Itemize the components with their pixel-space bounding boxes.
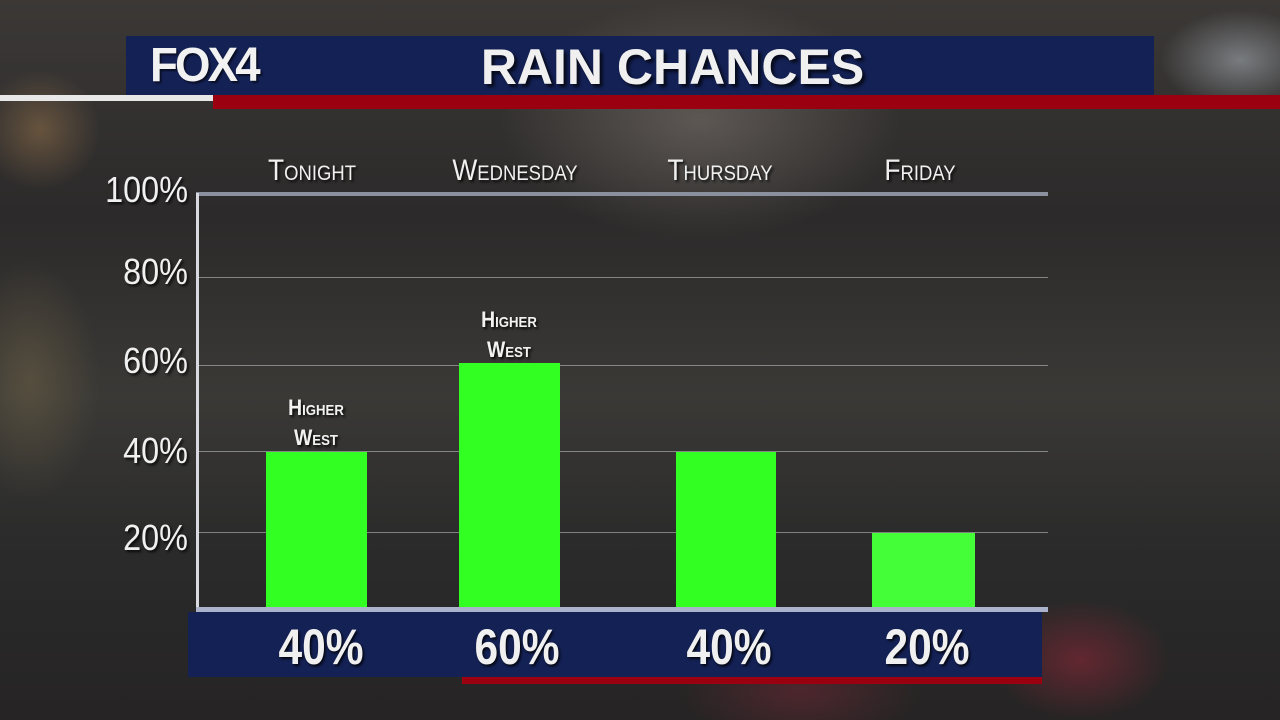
category-label-tonight: Tonight bbox=[268, 154, 356, 187]
annotation-wednesday-line2: West bbox=[487, 337, 531, 362]
annotation-wednesday: Higher West bbox=[447, 305, 570, 365]
y-tick-100: 100% bbox=[105, 169, 188, 210]
bar-wednesday bbox=[459, 363, 560, 608]
y-tick-20: 20% bbox=[123, 517, 188, 558]
fox4-logo: FOX4 bbox=[150, 39, 261, 92]
value-label-tonight: 40% bbox=[278, 619, 364, 675]
annotation-wednesday-line1: Higher bbox=[481, 307, 537, 332]
y-tick-40: 40% bbox=[123, 430, 188, 471]
bar-friday bbox=[872, 533, 975, 608]
gridline-80 bbox=[199, 277, 1048, 278]
header-white-line bbox=[0, 95, 213, 101]
gridline-60 bbox=[199, 365, 1048, 366]
x-axis-line bbox=[196, 607, 1048, 612]
plot-top-line bbox=[196, 192, 1048, 196]
value-label-wednesday: 60% bbox=[474, 619, 560, 675]
value-label-friday: 20% bbox=[884, 619, 970, 675]
y-tick-60: 60% bbox=[123, 340, 188, 381]
category-label-wednesday: Wednesday bbox=[452, 154, 578, 187]
gridline-20 bbox=[199, 532, 1048, 533]
category-label-thursday: Thursday bbox=[667, 154, 773, 187]
annotation-tonight-line2: West bbox=[294, 425, 338, 450]
category-label-friday: Friday bbox=[884, 154, 956, 187]
header-bar bbox=[126, 36, 1154, 95]
header-red-stripe bbox=[213, 95, 1280, 109]
values-red-underline bbox=[462, 677, 1042, 684]
value-label-thursday: 40% bbox=[686, 619, 772, 675]
chart-title: RAIN CHANCES bbox=[480, 39, 865, 95]
y-axis-line bbox=[196, 193, 199, 611]
bar-thursday bbox=[676, 452, 776, 608]
values-bar bbox=[188, 612, 1042, 677]
annotation-tonight-line1: Higher bbox=[288, 395, 344, 420]
gridline-40 bbox=[199, 451, 1048, 452]
annotation-tonight: Higher West bbox=[254, 393, 377, 453]
bar-tonight bbox=[266, 452, 367, 608]
y-tick-80: 80% bbox=[123, 251, 188, 292]
